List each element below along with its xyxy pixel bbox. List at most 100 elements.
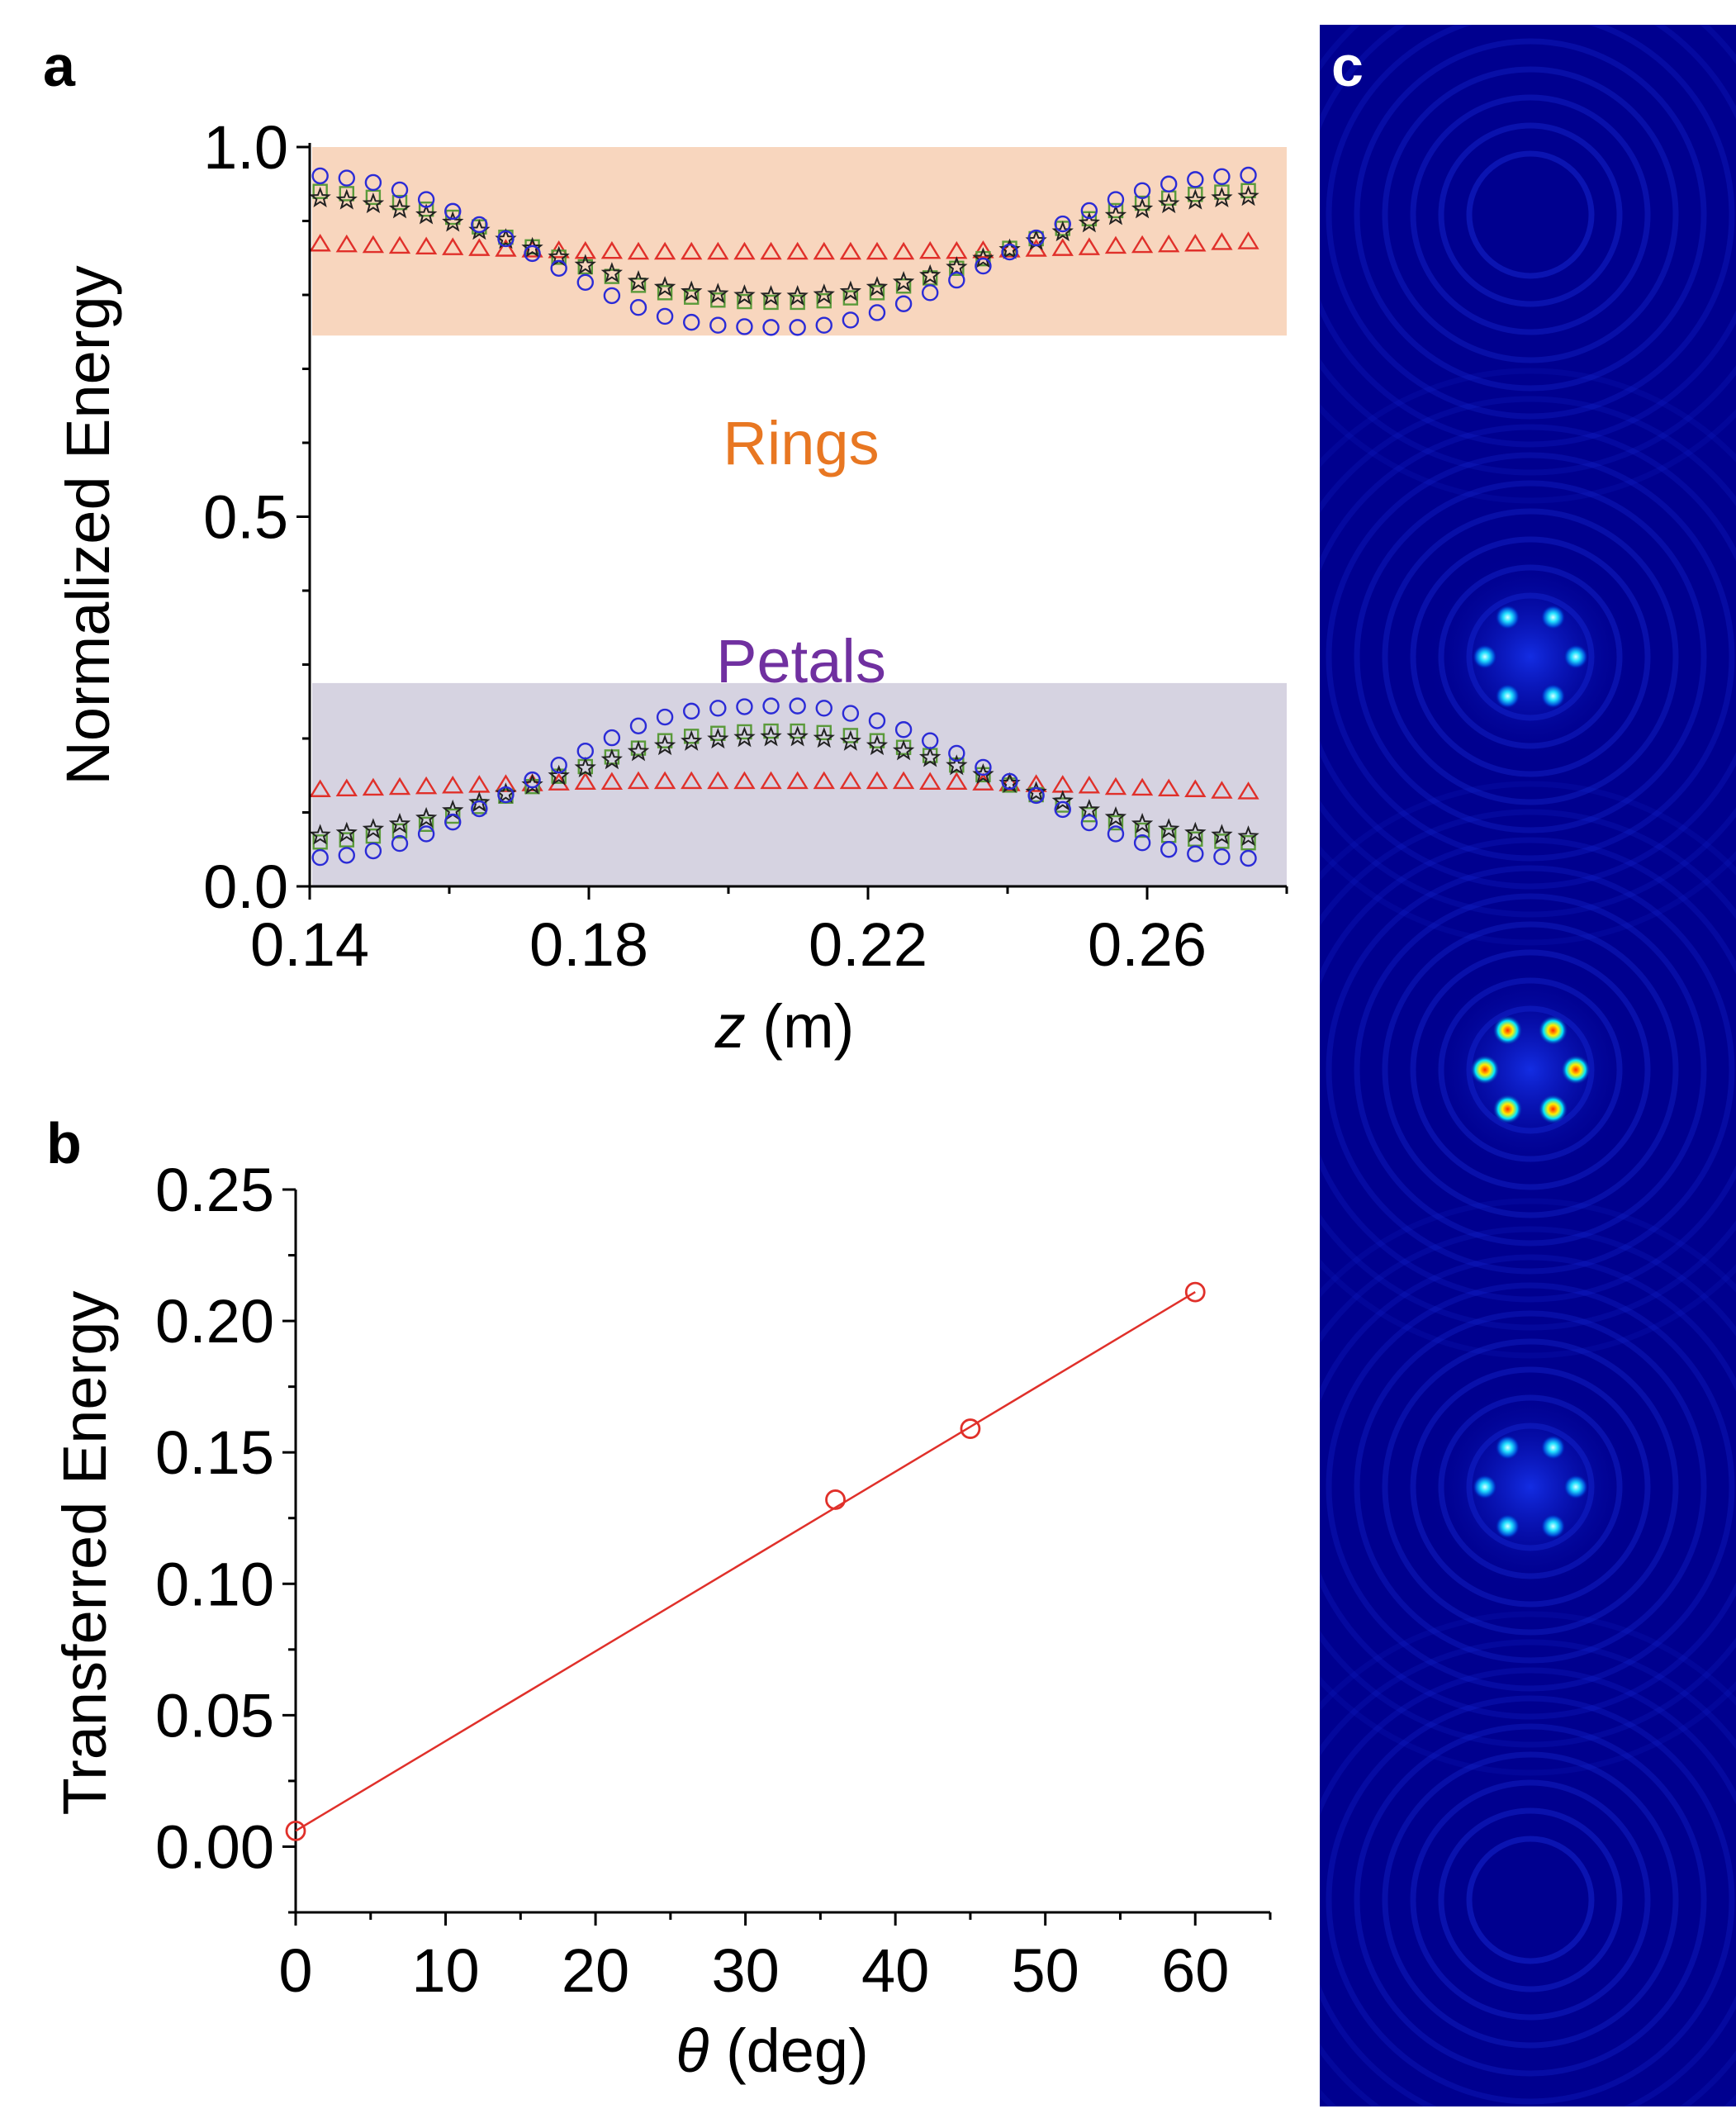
interference-ring: [1466, 1836, 1595, 1964]
petal-spot: [1540, 605, 1566, 630]
data-point: [1107, 825, 1125, 843]
panel-a-chart: a 0.0 0.5 1.0 0.14 0.18 0.22 0.26 Rings Petals…: [43, 34, 1288, 1061]
data-point: [1104, 805, 1127, 828]
data-point: [418, 816, 434, 833]
panel-label-b: b: [46, 1111, 82, 1175]
data-point: [683, 313, 700, 331]
data-point: [1134, 822, 1150, 838]
interference-ring: [1320, 809, 1736, 1331]
data-point: [869, 733, 885, 748]
data-point: [1240, 834, 1256, 851]
data-point: [388, 777, 411, 796]
data-point: [415, 806, 438, 828]
data-point: [895, 278, 912, 294]
data-point: [309, 233, 331, 252]
a-y-tick-label: 0.0: [203, 853, 288, 921]
data-point: [710, 292, 726, 308]
data-point: [1160, 841, 1178, 858]
data-point: [813, 241, 835, 260]
data-point: [1078, 237, 1101, 255]
data-point: [309, 824, 331, 845]
interference-ring: [1320, 1254, 1736, 1720]
data-point: [551, 768, 567, 784]
b-y-tick-label: 0.00: [155, 1812, 274, 1881]
data-point: [550, 757, 567, 774]
interference-ring: [1354, 893, 1707, 1247]
series-petals-circle: [311, 697, 1257, 867]
data-point: [391, 834, 409, 853]
data-point: [816, 292, 832, 309]
interference-ring: [1326, 1695, 1735, 2105]
data-point: [762, 319, 780, 336]
data-point: [391, 181, 409, 199]
data-point: [815, 316, 832, 334]
data-point: [866, 241, 889, 260]
data-point: [627, 740, 650, 762]
glow: [1423, 962, 1638, 1177]
data-point: [892, 739, 915, 761]
data-point: [1240, 183, 1256, 199]
data-point: [1157, 818, 1180, 839]
data-point: [524, 778, 540, 795]
data-point: [335, 778, 358, 797]
data-point: [709, 316, 727, 334]
data-point: [737, 293, 752, 310]
panel-c-intensity-maps: c: [1320, 25, 1736, 2106]
data-point: [1027, 229, 1045, 247]
intensity-map-c-petals-2: [1320, 781, 1736, 1359]
interference-ring: [1382, 1338, 1679, 1636]
data-point: [444, 202, 462, 221]
data-point: [1078, 798, 1101, 820]
data-point: [1211, 781, 1233, 799]
interference-ring: [1410, 949, 1651, 1190]
data-point: [842, 311, 860, 329]
data-point: [972, 247, 994, 268]
data-point: [789, 319, 806, 336]
data-point: [946, 772, 968, 791]
petal-spot: [1492, 1094, 1523, 1124]
data-point: [339, 832, 354, 848]
data-point: [1080, 814, 1098, 832]
data-point: [576, 273, 594, 291]
data-point: [839, 771, 862, 790]
data-point: [285, 1820, 306, 1841]
data-point: [445, 808, 461, 824]
b-x-axis-title: θ (deg): [676, 2016, 868, 2085]
interference-ring: [1320, 1611, 1736, 2106]
data-point: [551, 249, 567, 265]
data-point: [495, 239, 517, 257]
glow: [1423, 1380, 1638, 1594]
data-point: [763, 294, 779, 311]
data-point: [653, 771, 676, 790]
data-point: [1184, 1281, 1206, 1303]
interference-ring: [1326, 865, 1735, 1275]
data-point: [415, 776, 438, 795]
data-point: [975, 758, 992, 777]
series-rings-star: [309, 185, 1259, 306]
data-point: [388, 197, 411, 219]
data-point: [842, 290, 859, 306]
data-point: [892, 270, 915, 292]
a-axes: 0.0 0.5 1.0 0.14 0.18 0.22 0.26: [203, 113, 1288, 979]
b-x-tick-label: 60: [1161, 1936, 1229, 2005]
data-point: [1107, 191, 1125, 208]
b-x-axis-title-unit: (deg): [709, 2016, 868, 2085]
data-point: [311, 167, 329, 185]
data-point: [524, 771, 541, 789]
data-point: [577, 259, 593, 275]
petal-spot: [1473, 644, 1497, 669]
data-point: [391, 194, 408, 211]
data-point: [338, 847, 355, 864]
data-point: [975, 250, 991, 267]
data-point: [1054, 215, 1071, 233]
data-point: [1214, 834, 1230, 849]
b-x-tick-label: 10: [411, 1936, 479, 2005]
data-point: [918, 746, 942, 767]
data-point: [338, 169, 355, 187]
interference-ring: [1382, 508, 1679, 805]
data-point: [760, 284, 782, 306]
data-point: [813, 771, 835, 790]
data-point: [918, 264, 942, 285]
data-point: [866, 771, 889, 790]
data-point: [816, 724, 832, 741]
